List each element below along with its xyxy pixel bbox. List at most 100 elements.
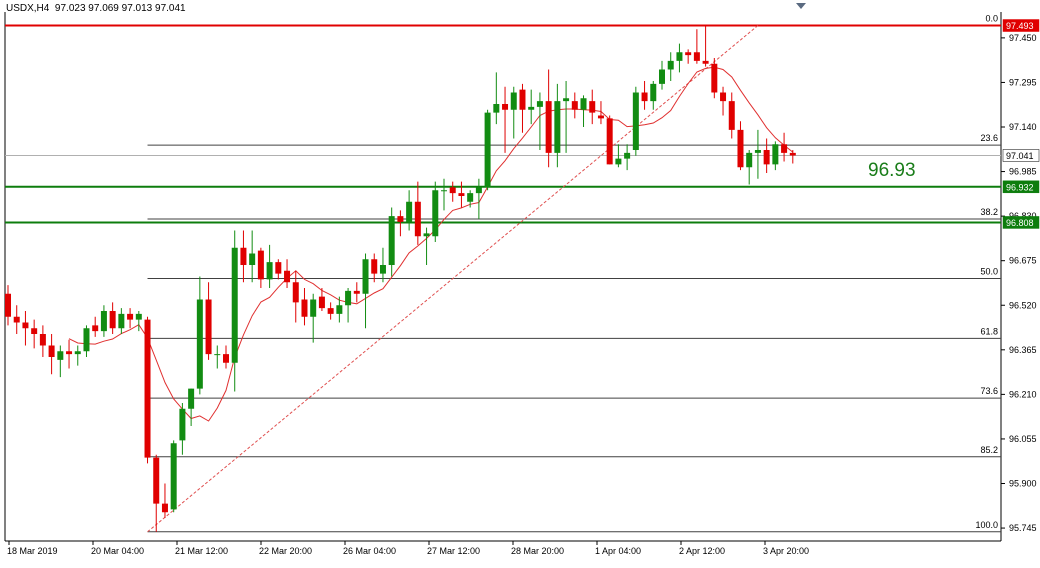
- candle-body: [414, 201, 421, 237]
- candle-body: [179, 408, 186, 441]
- candle: [502, 86, 509, 153]
- x-tick-label: 18 Mar 2019: [7, 546, 58, 556]
- candle: [327, 302, 334, 320]
- candle: [693, 29, 700, 64]
- price-tag-label: 97.493: [1006, 21, 1034, 31]
- x-tick-label: 26 Mar 04:00: [343, 546, 396, 556]
- candle-body: [606, 118, 613, 165]
- candle: [720, 86, 727, 116]
- candle-body: [388, 216, 395, 265]
- candle-body: [763, 150, 770, 165]
- candle: [66, 339, 73, 369]
- candle: [362, 253, 369, 329]
- y-tick-label: 97.295: [1009, 77, 1037, 87]
- ohlc-readout: 97.023 97.069 97.013 97.041: [54, 3, 186, 14]
- candle-body: [345, 290, 352, 306]
- candle-body: [161, 503, 168, 513]
- candle: [685, 49, 692, 64]
- candle: [676, 43, 683, 73]
- candle-body: [728, 101, 735, 130]
- candle-body: [449, 187, 456, 194]
- candle: [353, 282, 360, 303]
- y-tick-label: 96.830: [1009, 211, 1037, 221]
- candle-body: [371, 259, 378, 274]
- candle: [606, 115, 613, 165]
- candle-body: [659, 69, 665, 84]
- candle-body: [632, 92, 639, 150]
- candle: [83, 325, 90, 357]
- candle: [196, 276, 203, 395]
- candle: [92, 316, 99, 337]
- candle-body: [83, 328, 90, 352]
- candle-body: [240, 247, 247, 265]
- candle: [493, 72, 500, 125]
- candle: [100, 305, 107, 337]
- price-tag-current: [1002, 149, 1040, 162]
- x-tick-label: 20 Mar 04:00: [91, 546, 144, 556]
- candle: [13, 305, 20, 334]
- candle: [615, 144, 622, 168]
- x-tick-label: 1 Apr 04:00: [595, 546, 641, 556]
- candle: [397, 210, 404, 237]
- candle-body: [432, 190, 439, 237]
- candle: [545, 69, 552, 168]
- candle-body: [275, 262, 282, 274]
- candle-body: [31, 328, 38, 334]
- candle-body: [475, 187, 482, 194]
- price-tag-support: [1002, 180, 1040, 194]
- candle-body: [571, 101, 578, 110]
- candle-body: [144, 319, 151, 458]
- y-tick-label: 96.985: [1009, 167, 1037, 177]
- y-tick-label: 96.520: [1009, 300, 1037, 310]
- candle-body: [127, 313, 134, 320]
- candle-body: [563, 98, 570, 102]
- y-tick-label: 95.745: [1009, 523, 1037, 533]
- fib-level-label: 50.0: [980, 267, 998, 277]
- candle-body: [589, 101, 596, 113]
- x-tick-label: 3 Apr 20:00: [763, 546, 809, 556]
- candle-body: [502, 104, 509, 110]
- candle-body: [615, 158, 622, 165]
- candle-body: [641, 92, 648, 102]
- candle-body: [48, 345, 55, 357]
- candle: [667, 52, 674, 81]
- candle: [659, 60, 665, 90]
- candle: [336, 296, 343, 323]
- candle-body: [284, 270, 291, 283]
- candle: [441, 178, 447, 211]
- candle-body: [135, 313, 142, 320]
- candle: [223, 345, 229, 369]
- y-tick-label: 97.140: [1009, 122, 1037, 132]
- candle-body: [13, 316, 20, 323]
- candle: [789, 150, 796, 164]
- candle-body: [702, 60, 709, 64]
- candle: [74, 345, 81, 366]
- candle-body: [650, 83, 657, 102]
- candle-body: [223, 354, 229, 363]
- price-tag-resistance: [1002, 19, 1040, 32]
- x-tick-label: 27 Mar 12:00: [427, 546, 480, 556]
- moving-average-line: [68, 66, 794, 422]
- candle: [728, 92, 735, 139]
- x-tick-label: 2 Apr 12:00: [679, 546, 725, 556]
- candle: [754, 129, 761, 179]
- candle: [746, 150, 753, 185]
- candle: [536, 92, 543, 150]
- candle-body: [754, 150, 761, 153]
- price-tag-support: [1002, 216, 1040, 229]
- candle: [650, 81, 657, 110]
- candle-body: [693, 52, 700, 61]
- candle-body: [737, 129, 744, 168]
- candle-body: [772, 144, 779, 165]
- candle-body: [196, 299, 203, 389]
- fib-level-label: 0.0: [985, 14, 998, 24]
- candle: [109, 302, 116, 334]
- candle-body: [22, 322, 29, 329]
- candle: [519, 83, 526, 133]
- candle: [632, 86, 639, 156]
- candle: [39, 325, 46, 357]
- candle-body: [458, 193, 465, 196]
- candle: [484, 109, 491, 191]
